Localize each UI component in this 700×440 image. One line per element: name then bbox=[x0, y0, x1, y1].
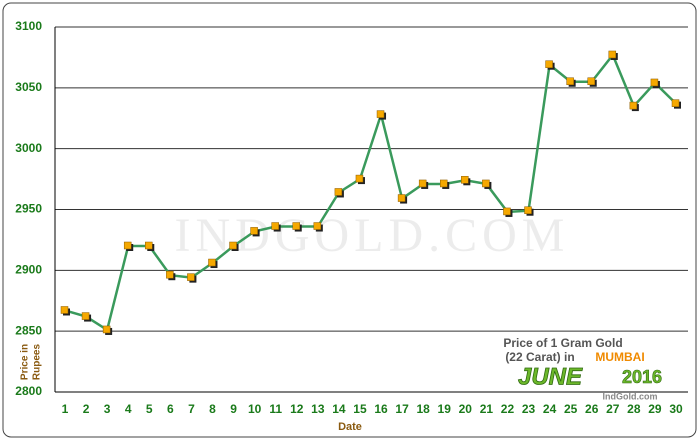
x-tick-label: 26 bbox=[585, 402, 599, 416]
data-point bbox=[102, 325, 111, 334]
x-tick-label: 29 bbox=[648, 402, 662, 416]
caption-month: JUNE bbox=[518, 363, 583, 390]
y-axis-title: Price in bbox=[20, 344, 31, 380]
y-tick-label: 3050 bbox=[15, 80, 42, 94]
y-tick-label: 3000 bbox=[15, 141, 42, 155]
data-point bbox=[587, 77, 595, 85]
data-point bbox=[439, 179, 448, 188]
x-tick-label: 6 bbox=[167, 402, 174, 416]
y-tick-label: 3100 bbox=[15, 19, 42, 33]
x-tick-label: 27 bbox=[606, 402, 620, 416]
caption-line: (22 Carat) in bbox=[505, 350, 574, 364]
x-tick-label: 10 bbox=[248, 402, 262, 416]
data-point bbox=[461, 176, 469, 184]
data-point bbox=[208, 258, 216, 267]
y-tick-label: 2950 bbox=[15, 202, 42, 216]
x-tick-label: 7 bbox=[188, 402, 195, 416]
data-point bbox=[123, 241, 132, 250]
data-point bbox=[629, 101, 638, 110]
caption-line: Price of 1 Gram Gold bbox=[503, 336, 622, 350]
x-tick-label: 23 bbox=[522, 402, 536, 416]
y-tick-label: 2900 bbox=[15, 263, 42, 277]
y-axis-title: Rupees bbox=[32, 344, 43, 381]
x-tick-label: 11 bbox=[269, 402, 282, 416]
data-point bbox=[355, 174, 364, 183]
data-point bbox=[81, 312, 90, 320]
caption-source: IndGold.com bbox=[603, 391, 658, 401]
data-point bbox=[250, 227, 258, 235]
x-tick-label: 21 bbox=[480, 402, 494, 416]
x-tick-label: 19 bbox=[438, 402, 452, 416]
data-point bbox=[397, 194, 406, 202]
data-point bbox=[166, 270, 174, 279]
y-tick-label: 2800 bbox=[15, 384, 42, 398]
x-tick-label: 9 bbox=[230, 402, 237, 416]
data-point bbox=[650, 78, 659, 87]
data-point bbox=[229, 241, 237, 250]
x-tick-label: 22 bbox=[501, 402, 515, 416]
data-point bbox=[145, 241, 153, 250]
x-tick-label: 24 bbox=[543, 402, 557, 416]
caption: Price of 1 Gram Gold (22 Carat) in MUMBA… bbox=[503, 336, 662, 401]
data-point bbox=[545, 60, 553, 68]
data-point bbox=[671, 99, 680, 107]
data-point bbox=[566, 77, 574, 85]
x-axis-title: Date bbox=[338, 421, 362, 433]
data-point bbox=[313, 222, 322, 230]
x-tick-label: 18 bbox=[416, 402, 430, 416]
x-tick-label: 4 bbox=[125, 402, 132, 416]
data-point bbox=[187, 273, 195, 281]
x-tick-label: 14 bbox=[332, 402, 346, 416]
data-point bbox=[482, 179, 490, 188]
x-tick-label: 28 bbox=[627, 402, 641, 416]
data-point bbox=[418, 179, 427, 188]
watermark: INDGOLD.COM bbox=[175, 209, 570, 262]
x-tick-label: 15 bbox=[353, 402, 367, 416]
x-tick-label: 25 bbox=[564, 402, 578, 416]
x-tick-label: 3 bbox=[104, 402, 111, 416]
x-tick-label: 12 bbox=[290, 402, 304, 416]
data-point bbox=[376, 110, 385, 118]
data-point bbox=[292, 222, 301, 230]
data-point bbox=[503, 207, 511, 216]
caption-city: MUMBAI bbox=[595, 350, 644, 364]
data-point bbox=[334, 188, 343, 196]
x-tick-label: 17 bbox=[395, 402, 409, 416]
data-point bbox=[608, 50, 617, 59]
x-tick-label: 5 bbox=[146, 402, 153, 416]
data-point bbox=[271, 222, 279, 230]
x-tick-label: 30 bbox=[669, 402, 683, 416]
caption-year: 2016 bbox=[622, 367, 662, 387]
data-point bbox=[524, 206, 532, 214]
x-tick-label: 20 bbox=[459, 402, 473, 416]
x-tick-label: 8 bbox=[209, 402, 216, 416]
y-tick-label: 2850 bbox=[15, 323, 42, 337]
x-tick-label: 16 bbox=[374, 402, 388, 416]
x-tick-label: 13 bbox=[311, 402, 325, 416]
data-point bbox=[60, 306, 69, 314]
x-tick-label: 2 bbox=[83, 402, 90, 416]
x-tick-label: 1 bbox=[62, 402, 69, 416]
